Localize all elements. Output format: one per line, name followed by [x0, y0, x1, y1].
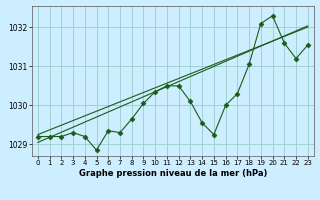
X-axis label: Graphe pression niveau de la mer (hPa): Graphe pression niveau de la mer (hPa): [79, 169, 267, 178]
